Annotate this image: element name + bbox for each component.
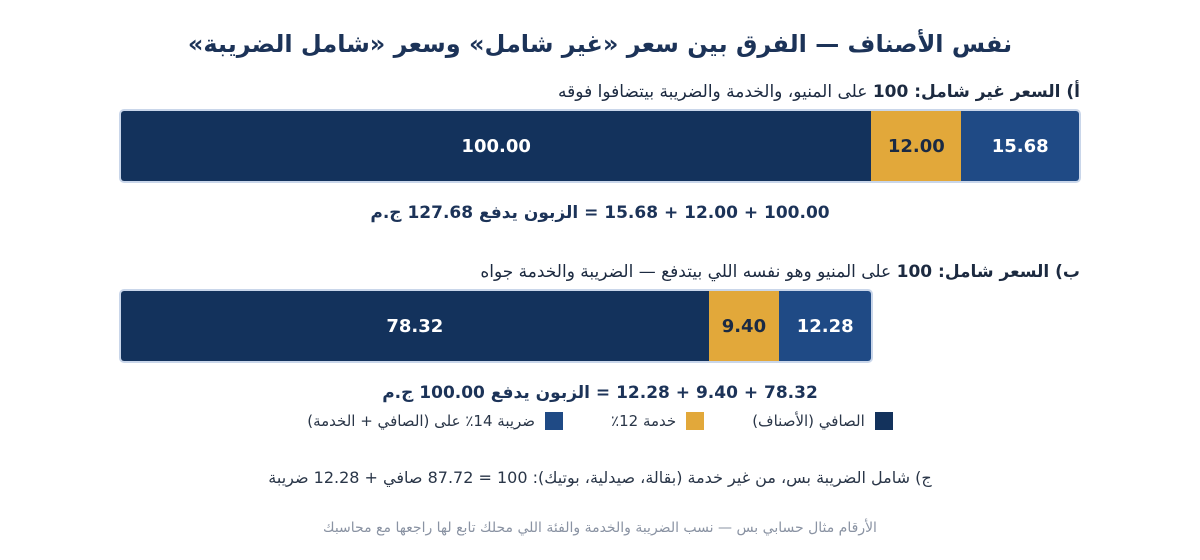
legend-swatch-service: [686, 412, 705, 430]
bar-exclusive: 100.00 12.00 15.68: [119, 109, 1081, 183]
legend: الصافي (الأصناف) خدمة 12٪ ضريبة 14٪ على …: [0, 412, 1200, 430]
bar-inclusive: 78.32 9.40 12.28: [119, 289, 874, 363]
segment-service-a: 12.00: [871, 111, 962, 181]
segment-net-a: 100.00: [121, 111, 872, 181]
section-a-label: أ) السعر غير شامل: 100 على المنيو، والخد…: [120, 82, 1080, 102]
note-inclusive-tax-only: ج) شامل الضريبة بس، من غير خدمة (بقالة، …: [268, 468, 932, 487]
legend-item-tax: ضريبة 14٪ على (الصافي + الخدمة): [307, 412, 564, 430]
legend-swatch-net: [874, 412, 893, 430]
legend-label-net: الصافي (الأصناف): [752, 412, 865, 430]
section-b-label-heading: ب) السعر شامل:: [938, 262, 1080, 282]
section-a-label-detail: 100 على المنيو، والخدمة والضريبة بيتضافو…: [558, 82, 908, 102]
segment-tax-b: 12.28: [779, 291, 872, 361]
sum-a: 100.00 + 12.00 + 15.68 = الزبون يدفع 127…: [370, 203, 830, 223]
legend-swatch-tax: [545, 412, 564, 430]
sum-b: 78.32 + 9.40 + 12.28 = الزبون يدفع 100.0…: [382, 383, 818, 403]
section-b-label: ب) السعر شامل: 100 على المنيو وهو نفسه ا…: [120, 262, 1080, 282]
section-b-label-detail: 100 على المنيو وهو نفسه اللي بيتدفع — ال…: [480, 262, 932, 282]
segment-net-b: 78.32: [121, 291, 709, 361]
legend-item-service: خدمة 12٪: [611, 412, 705, 430]
footer-disclaimer: الأرقام مثال حسابي بس — نسب الضريبة والخ…: [323, 520, 877, 536]
segment-tax-a: 15.68: [961, 111, 1079, 181]
segment-service-b: 9.40: [708, 291, 780, 361]
section-a-label-amount: 100: [872, 82, 909, 102]
legend-label-service: خدمة 12٪: [611, 412, 677, 430]
section-a-label-text: على المنيو، والخدمة والضريبة بيتضافوا فو…: [558, 82, 868, 102]
section-b-label-text: على المنيو وهو نفسه اللي بيتدفع — الضريب…: [480, 262, 892, 282]
section-b-label-amount: 100: [896, 262, 933, 282]
legend-item-net: الصافي (الأصناف): [752, 412, 893, 430]
legend-label-tax: ضريبة 14٪ على (الصافي + الخدمة): [307, 412, 536, 430]
page-title: نفس الأصناف — الفرق بين سعر «غير شامل» و…: [187, 30, 1013, 58]
section-a-label-heading: أ) السعر غير شامل:: [914, 82, 1080, 102]
